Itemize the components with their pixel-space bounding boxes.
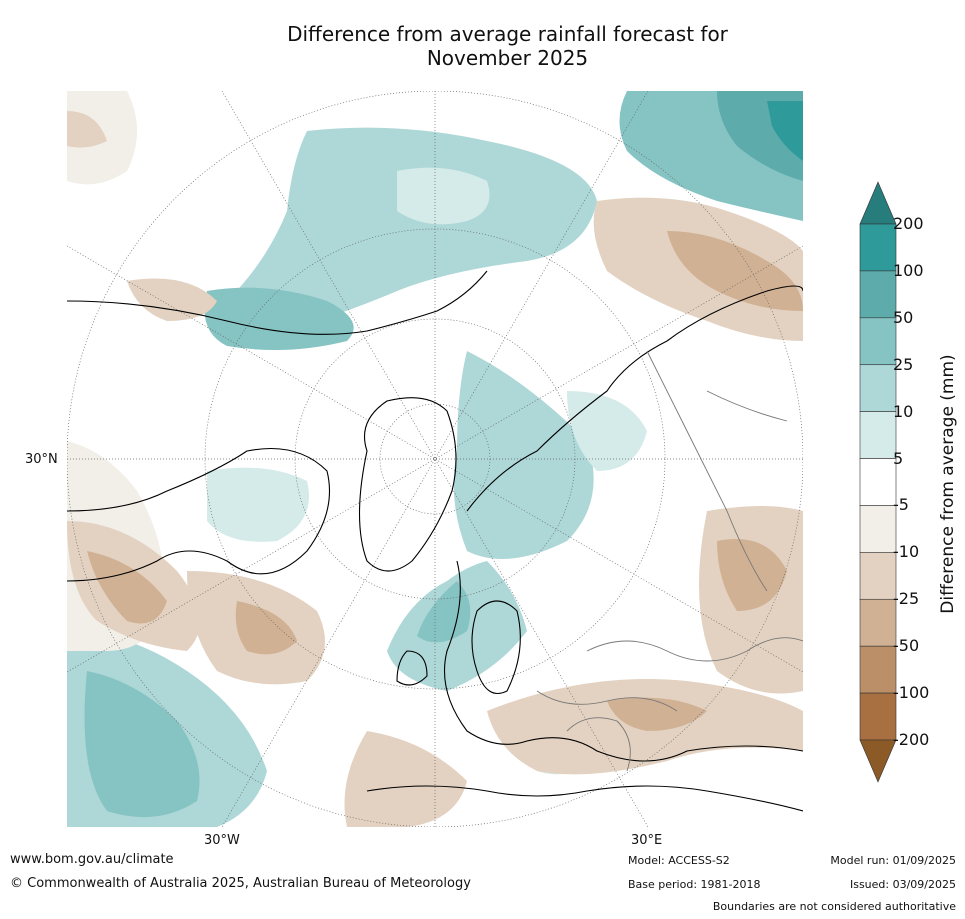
footer-issued: Issued: 03/09/2025: [849, 878, 956, 891]
title-line-2: November 2025: [426, 46, 589, 70]
colorbar-band: [859, 458, 897, 506]
graticule-meridian-a: [67, 245, 803, 673]
colorbar-band: [859, 364, 897, 412]
colorbar-band: [859, 317, 897, 366]
europe-coast: [444, 560, 803, 762]
colorbar-extend-max: [859, 181, 897, 225]
british-isles-coast: [396, 650, 428, 686]
footer-model: Model: ACCESS-S2: [628, 854, 730, 867]
coastlines: [67, 270, 803, 812]
colorbar-band: [859, 598, 897, 647]
colorbar-bands: [859, 181, 897, 783]
footer-disclaimer: Boundaries are not considered authoritat…: [712, 900, 956, 913]
colorbar-extend-min: [859, 739, 897, 783]
colorbar-band: [859, 645, 897, 694]
colorbar-tick-label: -25: [893, 589, 920, 609]
colorbar-tick-label: 100: [893, 260, 924, 280]
north-america-coast: [67, 448, 330, 582]
colorbar-tick-label: -100: [893, 683, 930, 703]
colorbar-title: Difference from average (mm): [938, 354, 958, 614]
eurasia-arctic-coast: [466, 285, 803, 512]
colorbar-band: [859, 411, 897, 459]
country-borders: [536, 350, 803, 772]
lat-label-30n: 30°N: [25, 452, 58, 467]
dry-anomaly-shading: [67, 91, 803, 827]
colorbar-band: [859, 223, 897, 272]
colorbar-tick-label: 200: [893, 214, 924, 233]
lon-label-30e: 30°E: [631, 833, 663, 848]
colorbar-band: [859, 270, 897, 319]
map-svg: [67, 91, 803, 827]
border-e: [566, 717, 631, 772]
colorbar-tick-label: 10: [893, 401, 914, 421]
colorbar-band: [859, 505, 897, 553]
colorbar-tick-label: -50: [893, 636, 920, 656]
mediterranean-coast: [366, 785, 803, 812]
colorbar-tick-label: 25: [893, 354, 914, 374]
greenland-coast: [359, 397, 457, 572]
colorbar-band: [859, 552, 897, 600]
colorbar-tick-label: 5: [893, 448, 904, 468]
scandinavia-coast: [471, 600, 521, 695]
north-america-arctic-coast: [67, 270, 488, 335]
title-line-1: Difference from average rainfall forecas…: [287, 22, 728, 46]
colorbar: [859, 181, 897, 783]
border-c: [646, 350, 768, 592]
map-title: Difference from average rainfall forecas…: [0, 22, 965, 70]
footer-copyright: © Commonwealth of Australia 2025, Austra…: [10, 876, 471, 891]
graticule-meridian-d: [67, 245, 803, 673]
lon-label-30w: 30°W: [204, 833, 240, 848]
colorbar-tick-label: -10: [893, 542, 920, 562]
footer-url[interactable]: www.bom.gov.au/climate: [10, 852, 174, 867]
footer-base-period: Base period: 1981-2018: [628, 878, 761, 891]
colorbar-tick-label: -5: [893, 495, 909, 515]
footer-model-run: Model run: 01/09/2025: [830, 854, 956, 867]
rainfall-map[interactable]: [67, 91, 803, 827]
border-a: [586, 637, 803, 662]
colorbar-tick-label: 50: [893, 307, 914, 327]
border-d: [706, 390, 788, 422]
graticule-meridian-c: [221, 91, 649, 827]
border-b: [536, 690, 678, 712]
colorbar-tick-label: -200: [893, 730, 930, 749]
colorbar-band: [859, 692, 897, 741]
